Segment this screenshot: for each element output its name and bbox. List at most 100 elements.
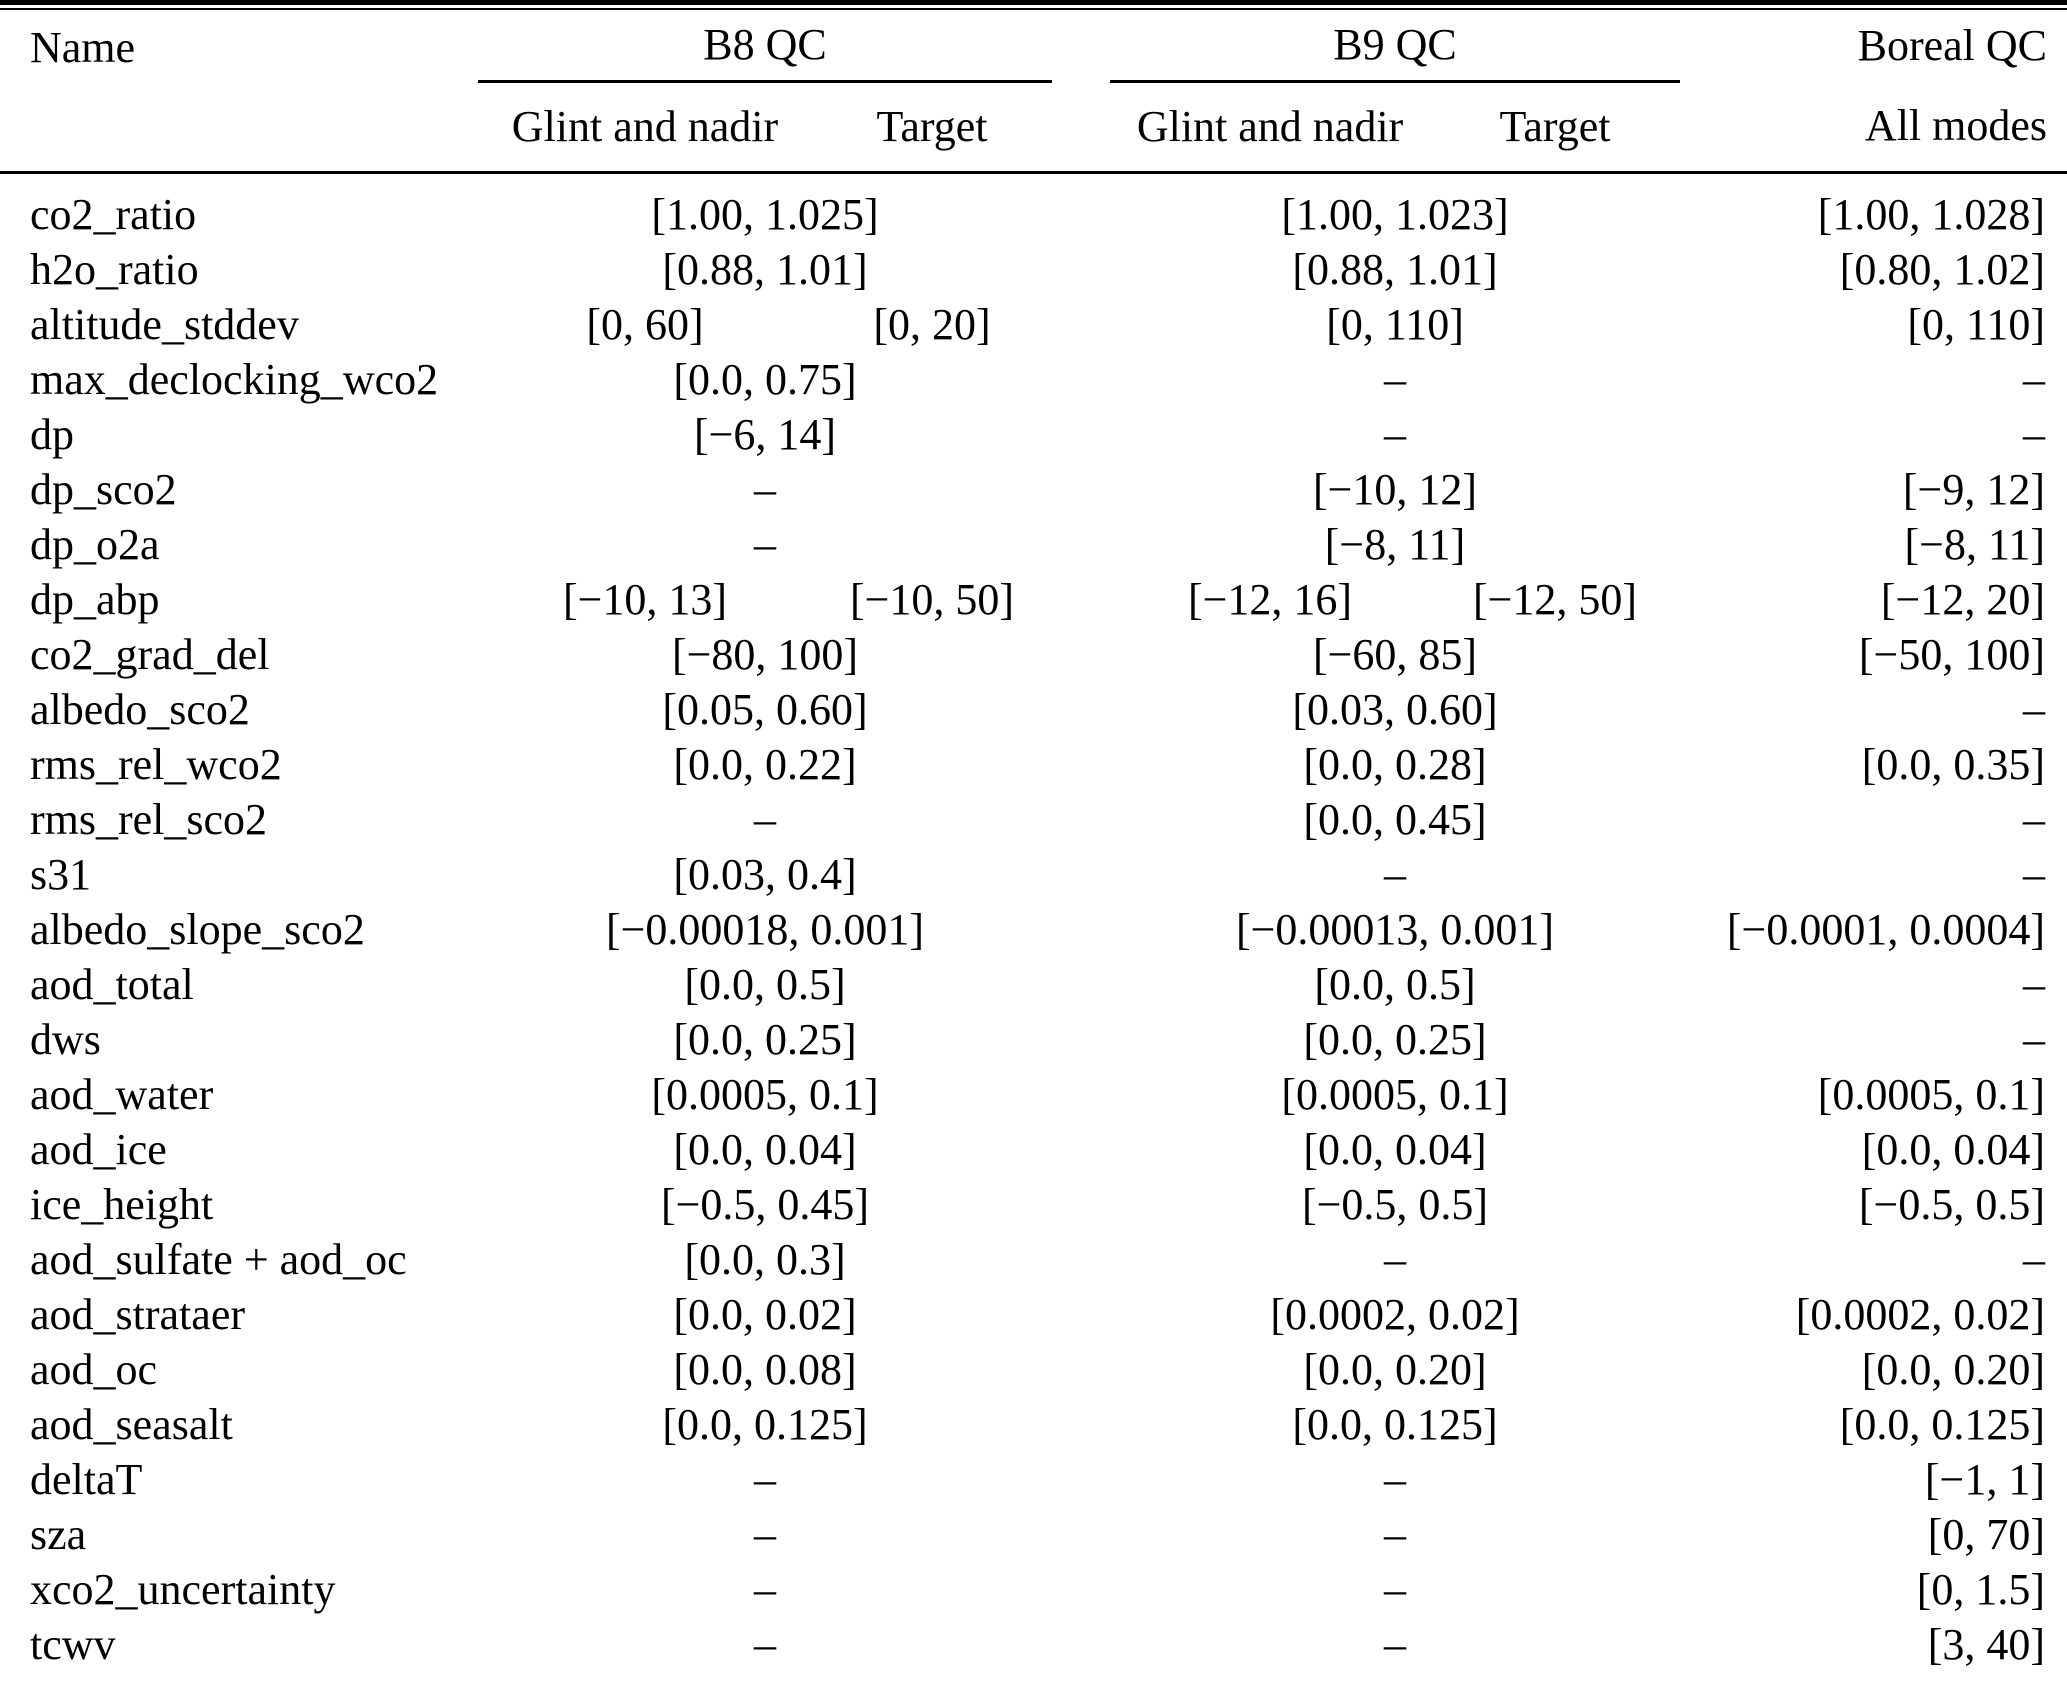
row-name: tcwv [30, 1620, 116, 1670]
b9-value: [0.0002, 0.02] [1270, 1290, 1520, 1340]
group-gap-cell [1052, 1343, 1110, 1398]
b9-value: – [1384, 410, 1407, 460]
table-row: tcwv – – [3, 40] [0, 1618, 2067, 1682]
b8-value: [0.0, 0.25] [673, 1015, 857, 1065]
b8-value: [1.00, 1.025] [651, 190, 879, 240]
b9-value: [0.0005, 0.1] [1281, 1070, 1509, 1120]
b8-value: [−80, 100] [671, 630, 859, 680]
group-gap-cell [1052, 958, 1110, 1013]
group-gap-cell [1052, 1453, 1110, 1508]
row-name: dp_sco2 [30, 465, 177, 515]
b8-value: – [754, 465, 776, 515]
table-row: dp_sco2 – [−10, 12] [−9, 12] [0, 463, 2067, 518]
table-row: max_declocking_wco2 [0.0, 0.75] – – [0, 353, 2067, 408]
row-name: aod_sulfate + aod_oc [30, 1235, 407, 1285]
row-name: albedo_slope_sco2 [30, 905, 365, 955]
boreal-value: – [2023, 850, 2046, 900]
row-name: aod_strataer [30, 1290, 245, 1340]
row-name: dp_o2a [30, 520, 160, 570]
table-row: aod_total [0.0, 0.5] [0.0, 0.5] – [0, 958, 2067, 1013]
col-group-boreal-qc: Boreal QC [1857, 20, 2048, 70]
b8-value: [0.0, 0.08] [673, 1345, 857, 1395]
b9-value: [0.0, 0.20] [1303, 1345, 1487, 1395]
b9-value: – [1384, 1455, 1407, 1505]
table-row: aod_strataer [0.0, 0.02] [0.0002, 0.02] [0.… [0, 1288, 2067, 1343]
boreal-value: [−0.5, 0.5] [1858, 1180, 2046, 1230]
boreal-value: [0.80, 1.02] [1839, 245, 2046, 295]
b9-value: – [1384, 1510, 1407, 1560]
group-gap-cell [1052, 1508, 1110, 1563]
b9-value: [−60, 85] [1312, 630, 1478, 680]
group-gap-cell [1052, 1178, 1110, 1233]
col-header-name: Name [0, 10, 478, 174]
b8-value: [0.88, 1.01] [662, 245, 868, 295]
group-gap-cell [1052, 1288, 1110, 1343]
table-row: co2_ratio [1.00, 1.025] [1.00, 1.023] [1.00… [0, 173, 2067, 244]
b9-value: [0.0, 0.125] [1292, 1400, 1498, 1450]
b8-value: [0.0, 0.75] [673, 355, 857, 405]
boreal-value: [0.0, 0.20] [1861, 1345, 2046, 1395]
table-row: dp_abp [−10, 13] [−10, 50] [−12, 16] [−12, 5… [0, 573, 2067, 628]
group-gap-cell [1052, 1013, 1110, 1068]
col-header-b9-target: Target [1430, 81, 1681, 174]
row-name: dp [30, 410, 74, 460]
table-row: dp_o2a – [−8, 11] [−8, 11] [0, 518, 2067, 573]
boreal-value: [−9, 12] [1902, 465, 2046, 515]
group-gap-cell [1052, 903, 1110, 958]
row-name: aod_water [30, 1070, 214, 1120]
table-row: dws [0.0, 0.25] [0.0, 0.25] – [0, 1013, 2067, 1068]
boreal-value: [0, 70] [1927, 1510, 2046, 1560]
boreal-value: – [2023, 685, 2046, 735]
table-row: aod_seasalt [0.0, 0.125] [0.0, 0.125] [0.0,… [0, 1398, 2067, 1453]
row-name: dws [30, 1015, 101, 1065]
group-gap-cell [1052, 173, 1110, 244]
b8-value: – [754, 1565, 776, 1615]
boreal-value: [0.0, 0.35] [1861, 740, 2046, 790]
row-name: h2o_ratio [30, 245, 199, 295]
b8-value: [0.0005, 0.1] [651, 1070, 879, 1120]
b9-value: – [1384, 355, 1407, 405]
boreal-value: – [2023, 1015, 2046, 1065]
b9-value: [−8, 11] [1324, 520, 1466, 570]
boreal-value: [0.0, 0.125] [1839, 1400, 2046, 1450]
row-name: ice_height [30, 1180, 214, 1230]
b9-value: [0, 110] [1326, 300, 1464, 350]
b9-value: [0.0, 0.45] [1303, 795, 1487, 845]
group-gap-cell [1052, 353, 1110, 408]
b9-value: [0.0, 0.25] [1303, 1015, 1487, 1065]
group-gap-cell [1052, 848, 1110, 903]
table-row: rms_rel_wco2 [0.0, 0.22] [0.0, 0.28] [0.0, … [0, 738, 2067, 793]
boreal-value: – [2023, 355, 2046, 405]
group-gap-cell [1052, 1563, 1110, 1618]
row-name: xco2_uncertainty [30, 1565, 336, 1615]
row-name: aod_oc [30, 1345, 158, 1395]
boreal-value: – [2023, 795, 2046, 845]
group-gap-cell [1052, 298, 1110, 353]
row-name: rms_rel_wco2 [30, 740, 282, 790]
b9-value: [1.00, 1.023] [1281, 190, 1509, 240]
col-header-boreal-all-modes: All modes [1680, 81, 2067, 174]
b8-value: – [754, 795, 776, 845]
b8-target-value: [−10, 50] [849, 575, 1015, 625]
boreal-value: [0.0005, 0.1] [1817, 1070, 2046, 1120]
b8-value: [0.0, 0.5] [684, 960, 846, 1010]
group-gap-cell [1052, 1398, 1110, 1453]
b8-value: – [754, 1510, 776, 1560]
row-name: albedo_sco2 [30, 685, 250, 735]
row-name: s31 [30, 850, 92, 900]
b9-value: [0.0, 0.5] [1314, 960, 1476, 1010]
b8-value: [0.0, 0.04] [673, 1125, 857, 1175]
group-gap-cell [1052, 1233, 1110, 1288]
boreal-value: [0, 1.5] [1916, 1565, 2046, 1615]
b8-glint-and-nadir-value: [−10, 13] [562, 575, 728, 625]
table-row: aod_sulfate + aod_oc [0.0, 0.3] – – [0, 1233, 2067, 1288]
col-group-b9-qc: B9 QC [1110, 10, 1681, 83]
b8-value: [0.03, 0.4] [673, 850, 857, 900]
table-row: altitude_stddev [0, 60] [0, 20] [0, 110] [0,… [0, 298, 2067, 353]
row-name: max_declocking_wco2 [30, 355, 439, 405]
b8-glint-and-nadir-value: [0, 60] [586, 300, 704, 350]
b9-value: – [1384, 1235, 1407, 1285]
b9-value: [0.0, 0.04] [1303, 1125, 1487, 1175]
group-gap-cell [1052, 1123, 1110, 1178]
b8-value: – [754, 1455, 776, 1505]
